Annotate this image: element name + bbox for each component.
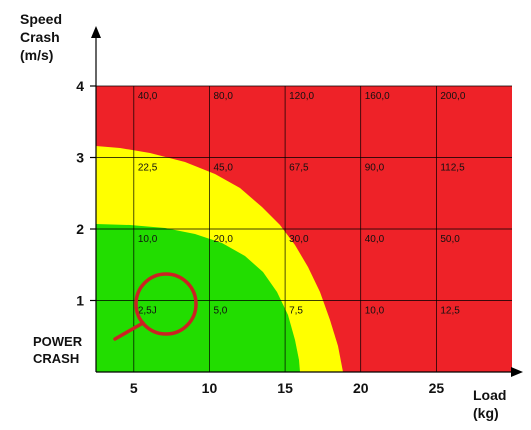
- magnifier-circle-icon: [134, 272, 198, 336]
- cell-label: 10,0: [365, 306, 385, 317]
- axes: [91, 26, 523, 377]
- cell-label: 5,0: [213, 306, 227, 317]
- x-tick-label: 5: [130, 380, 138, 396]
- y-axis-arrow-icon: [91, 26, 101, 38]
- cell-label: 10,0: [138, 234, 158, 245]
- y-tick-label: 3: [76, 150, 84, 166]
- annotation-line-1: POWER: [33, 334, 83, 349]
- y-axis-title-line-1: Speed: [20, 11, 62, 27]
- gridlines: [96, 85, 512, 372]
- cell-label: 120,0: [289, 91, 314, 102]
- cell-label: 67,5: [289, 163, 309, 174]
- zone-green: [96, 224, 300, 372]
- cell-label: 22,5: [138, 163, 158, 174]
- cell-label: 20,0: [213, 234, 233, 245]
- cell-label: 200,0: [440, 91, 465, 102]
- cell-label: 40,0: [138, 91, 158, 102]
- cell-label: 90,0: [365, 163, 385, 174]
- cell-label: 30,0: [289, 234, 309, 245]
- x-tick-label: 25: [429, 380, 445, 396]
- cell-label: 2,5J: [138, 306, 157, 317]
- cell-label: 80,0: [213, 91, 233, 102]
- y-tick-label: 4: [76, 78, 84, 94]
- plot-area: [96, 85, 512, 372]
- x-tick-label: 10: [202, 380, 218, 396]
- magnifier-handle-icon: [113, 321, 145, 341]
- x-axis-arrow-icon: [511, 367, 523, 377]
- power-crash-annotation: POWER CRASH: [33, 272, 198, 366]
- cell-label: 50,0: [440, 234, 460, 245]
- y-axis-title: Speed Crash (m/s): [20, 11, 62, 63]
- y-axis-title-line-2: Crash: [20, 29, 60, 45]
- y-axis-title-line-3: (m/s): [20, 47, 53, 63]
- annotation-line-2: CRASH: [33, 351, 79, 366]
- y-tick-label: 2: [76, 221, 84, 237]
- x-axis-title-line-2: (kg): [473, 405, 499, 421]
- x-axis-title: Load (kg): [473, 387, 506, 421]
- y-tick-label: 1: [76, 293, 84, 309]
- cell-label: 7,5: [289, 306, 303, 317]
- x-tick-label: 20: [353, 380, 369, 396]
- x-axis-title-line-1: Load: [473, 387, 506, 403]
- cell-labels: 40,0 80,0 120,0 160,0 200,0 22,5 45,0 67,5 90,0 1…: [138, 91, 466, 317]
- cell-label: 40,0: [365, 234, 385, 245]
- tick-labels: 5 10 15 20 25 1 2 3 4: [76, 78, 444, 396]
- cell-label: 45,0: [213, 163, 233, 174]
- cell-label: 12,5: [440, 306, 460, 317]
- cell-label: 112,5: [440, 163, 465, 174]
- cell-label: 160,0: [365, 91, 390, 102]
- x-tick-label: 15: [277, 380, 293, 396]
